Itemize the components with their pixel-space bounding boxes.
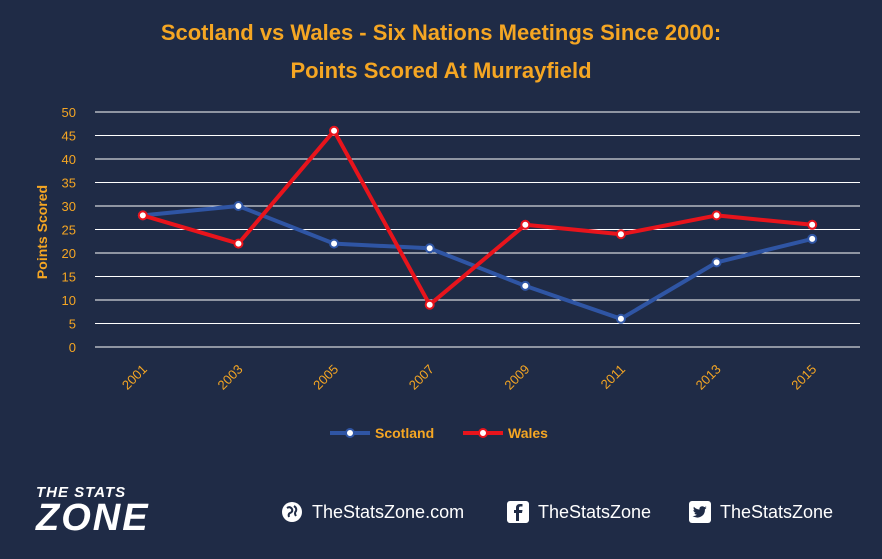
y-axis-label: Points Scored xyxy=(34,185,50,279)
legend-marker xyxy=(478,428,488,438)
x-tick-label: 2013 xyxy=(693,362,724,393)
x-axis-ticks: 2001 2003 2005 2007 2009 2011 2013 2015 xyxy=(119,362,819,393)
x-tick-label: 2009 xyxy=(501,362,532,393)
y-tick-label: 10 xyxy=(62,293,76,308)
logo-bottom-text: ZONE xyxy=(36,497,150,539)
data-point xyxy=(520,280,531,291)
data-point xyxy=(233,201,244,211)
x-tick-label: 2001 xyxy=(119,362,150,393)
series-group xyxy=(137,125,818,324)
x-tick-label: 2011 xyxy=(598,362,628,392)
series-line xyxy=(142,128,813,307)
data-point xyxy=(329,125,340,136)
series-wales xyxy=(137,125,818,310)
data-point xyxy=(615,229,626,240)
data-point xyxy=(137,210,148,221)
data-point xyxy=(711,257,722,268)
y-tick-label: 40 xyxy=(62,152,76,167)
legend-item: Scotland xyxy=(330,425,434,441)
y-tick-label: 50 xyxy=(62,105,76,120)
logo-top-text: THE STATS xyxy=(36,484,127,501)
brand-logo: THE STATS ZONE xyxy=(36,484,150,537)
x-tick-label: 2005 xyxy=(310,362,341,393)
y-tick-label: 20 xyxy=(62,246,76,261)
facebook-text: TheStatsZone xyxy=(538,501,652,522)
legend: Scotland Wales xyxy=(330,425,548,441)
data-point xyxy=(807,233,818,244)
legend-label: Wales xyxy=(508,425,548,441)
data-point xyxy=(424,299,435,310)
data-point xyxy=(424,243,435,254)
legend-marker xyxy=(345,428,355,438)
data-point xyxy=(711,210,722,221)
legend-item: Wales xyxy=(463,425,548,441)
x-tick-label: 2003 xyxy=(215,362,246,393)
website-link[interactable]: TheStatsZone.com xyxy=(280,500,464,524)
x-tick-label: 2015 xyxy=(788,362,819,393)
x-tick-label: 2007 xyxy=(406,362,437,393)
twitter-link[interactable]: TheStatsZone xyxy=(688,500,833,524)
data-point xyxy=(807,219,818,230)
y-tick-label: 5 xyxy=(69,317,76,332)
twitter-text: TheStatsZone xyxy=(720,501,834,522)
y-tick-label: 25 xyxy=(62,223,76,238)
globe-icon xyxy=(280,500,304,524)
y-tick-label: 35 xyxy=(62,176,76,191)
y-axis-ticks: 0 5 10 15 20 25 30 35 40 45 50 xyxy=(62,105,76,355)
chart-title: Scotland vs Wales - Six Nations Meetings… xyxy=(160,20,722,45)
y-tick-label: 30 xyxy=(62,199,76,214)
data-point xyxy=(615,313,626,324)
chart-subtitle: Points Scored At Murrayfield xyxy=(290,58,592,83)
facebook-link[interactable]: TheStatsZone xyxy=(506,500,651,524)
y-tick-label: 0 xyxy=(69,340,76,355)
twitter-icon xyxy=(688,500,712,524)
data-point xyxy=(233,238,244,249)
facebook-icon xyxy=(506,500,530,524)
legend-label: Scotland xyxy=(375,425,434,441)
data-point xyxy=(329,238,340,249)
data-point xyxy=(520,219,531,230)
y-tick-label: 45 xyxy=(62,129,76,144)
y-tick-label: 15 xyxy=(62,270,76,285)
footer: THE STATS ZONE TheStatsZone.com TheStats… xyxy=(0,480,882,559)
grid-lines xyxy=(95,111,860,348)
website-text: TheStatsZone.com xyxy=(312,501,465,522)
